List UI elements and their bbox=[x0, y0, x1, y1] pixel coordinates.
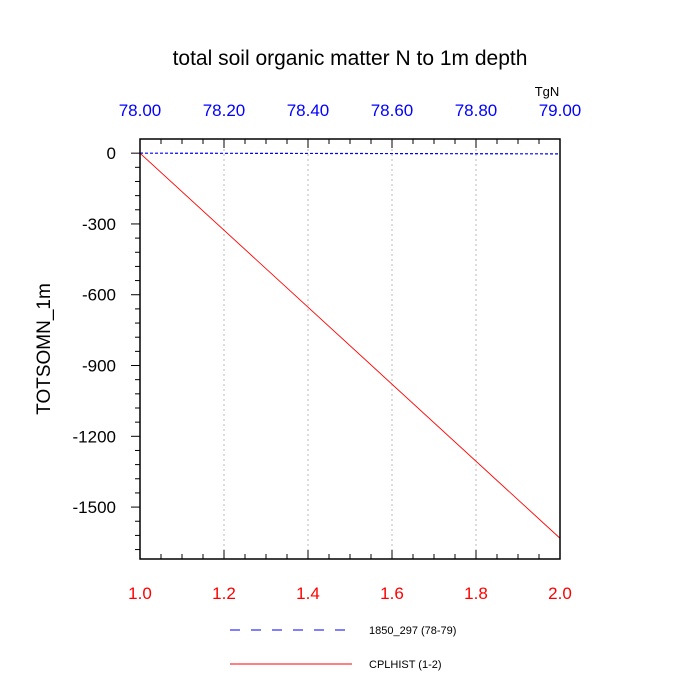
x-tick-label: 2.0 bbox=[548, 584, 572, 603]
grid-lines bbox=[223, 139, 477, 559]
plot-frame bbox=[139, 138, 561, 560]
x-tick-label: 1.8 bbox=[464, 584, 488, 603]
y-tick-label: -1200 bbox=[73, 427, 116, 446]
top-axis-unit-label: TgN bbox=[535, 84, 560, 99]
top-tick-label: 78.20 bbox=[203, 101, 246, 120]
x-tick-label: 1.6 bbox=[380, 584, 404, 603]
top-tick-label: 79.00 bbox=[539, 101, 582, 120]
series-layer bbox=[139, 152, 561, 539]
top-tick-label: 78.80 bbox=[455, 101, 498, 120]
legend: 1850_297 (78-79) CPLHIST (1-2) bbox=[230, 625, 456, 671]
series-cplhist-line bbox=[139, 152, 561, 539]
chart-title: total soil organic matter N to 1m depth bbox=[173, 47, 528, 70]
x-tick-label: 1.4 bbox=[296, 584, 320, 603]
top-tick-label: 78.60 bbox=[371, 101, 414, 120]
top-tick-label: 78.40 bbox=[287, 101, 330, 120]
legend-label: 1850_297 (78-79) bbox=[369, 625, 456, 637]
y-tick-label: -1500 bbox=[73, 498, 116, 517]
legend-label: CPLHIST (1-2) bbox=[369, 659, 442, 671]
y-axis-label: TOTSOMN_1m bbox=[34, 283, 55, 415]
y-tick-label: -300 bbox=[82, 215, 116, 234]
axis-tick-labels: 1.0 1.2 1.4 1.6 1.8 2.0 78.00 78.20 78.40 78.60 78… bbox=[73, 101, 582, 603]
y-tick-label: 0 bbox=[107, 144, 116, 163]
y-tick-label: -600 bbox=[82, 286, 116, 305]
axis-ticks bbox=[131, 139, 561, 559]
x-tick-label: 1.2 bbox=[212, 584, 236, 603]
series-1850-line bbox=[139, 152, 561, 155]
x-tick-label: 1.0 bbox=[128, 584, 152, 603]
y-tick-label: -900 bbox=[82, 357, 116, 376]
top-tick-label: 78.00 bbox=[119, 101, 162, 120]
